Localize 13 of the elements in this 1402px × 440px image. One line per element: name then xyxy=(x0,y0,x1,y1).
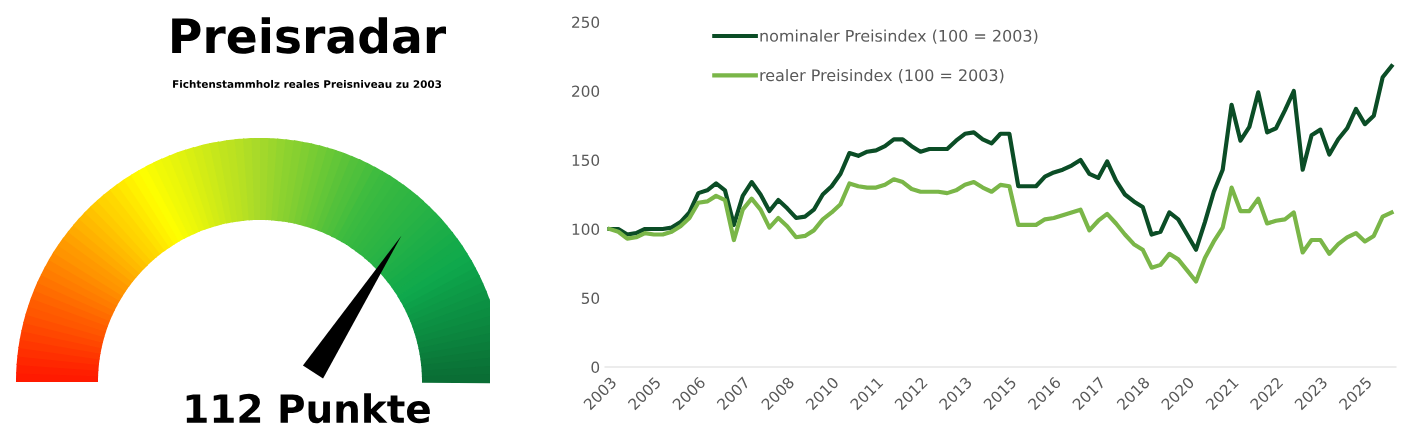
line-series xyxy=(607,177,1394,284)
y-tick-label: 150 xyxy=(572,154,600,167)
text: Preisradar xyxy=(172,17,447,54)
y-tick-label: 250 xyxy=(572,16,600,29)
y-tick-label: 200 xyxy=(572,85,600,98)
y-tick-label: 50 xyxy=(581,292,600,305)
text: 112 Punkte xyxy=(186,393,430,424)
text: Fichtenstammholz reales Preisniveau zu 2003 xyxy=(173,79,442,89)
y-tick-label: 100 xyxy=(572,223,600,236)
legend-label: realer Preisindex (100 = 2003) xyxy=(760,68,1004,84)
line-series xyxy=(607,64,1394,252)
y-tick-label: 0 xyxy=(591,361,600,374)
legend-label: nominaler Preisindex (100 = 2003) xyxy=(760,29,1038,44)
